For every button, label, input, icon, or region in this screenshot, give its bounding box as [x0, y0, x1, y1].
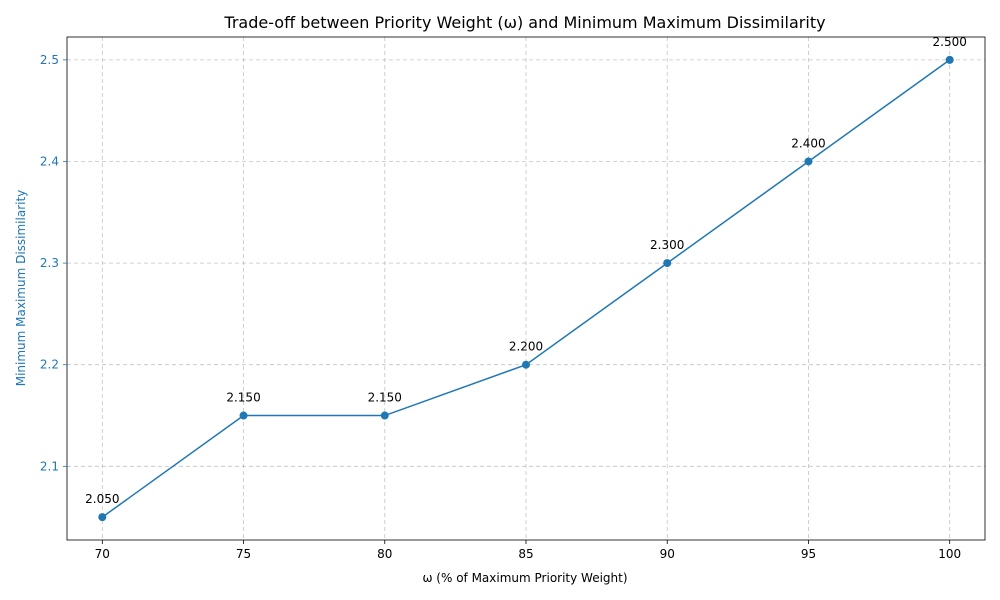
y-tick-label: 2.5	[40, 53, 59, 67]
data-point	[98, 513, 107, 522]
y-tick-label: 2.3	[40, 256, 59, 270]
data-point	[522, 360, 530, 369]
x-axis-label: ω (% of Maximum Priority Weight)	[422, 571, 627, 585]
x-tick-label: 70	[95, 547, 110, 561]
data-label: 2.400	[791, 136, 825, 150]
data-label: 2.050	[85, 492, 119, 506]
data-label: 2.150	[226, 391, 260, 405]
chart-title: Trade-off between Priority Weight (ω) an…	[223, 13, 825, 32]
x-tick-label: 85	[518, 547, 533, 561]
x-tick-label: 80	[377, 547, 392, 561]
data-label: 2.200	[509, 340, 543, 354]
x-tick-label: 100	[938, 547, 961, 561]
data-label: 2.300	[650, 238, 684, 252]
y-axis-label: Minimum Maximum Dissimilarity	[14, 190, 28, 387]
data-label: 2.500	[933, 35, 967, 49]
data-labels: 2.050 2.150 2.150 2.200 2.300 2.400 2.500	[85, 35, 967, 506]
data-point	[663, 259, 672, 268]
y-tick-label: 2.4	[40, 154, 59, 168]
grid	[67, 37, 985, 540]
data-label: 2.150	[368, 391, 402, 405]
x-tick-label: 95	[801, 547, 816, 561]
x-tick-label: 90	[660, 547, 675, 561]
data-point	[239, 411, 248, 420]
data-point	[380, 411, 389, 420]
y-tick-label: 2.1	[40, 459, 59, 473]
series-layer	[98, 55, 954, 522]
data-point	[945, 55, 954, 64]
data-point	[804, 157, 813, 166]
x-tick-label: 75	[236, 547, 251, 561]
axes: 70 75 80 85 90 95 100 2.1 2.2 2.3 2.4 2.5	[40, 36, 986, 561]
y-tick-label: 2.2	[40, 358, 59, 372]
